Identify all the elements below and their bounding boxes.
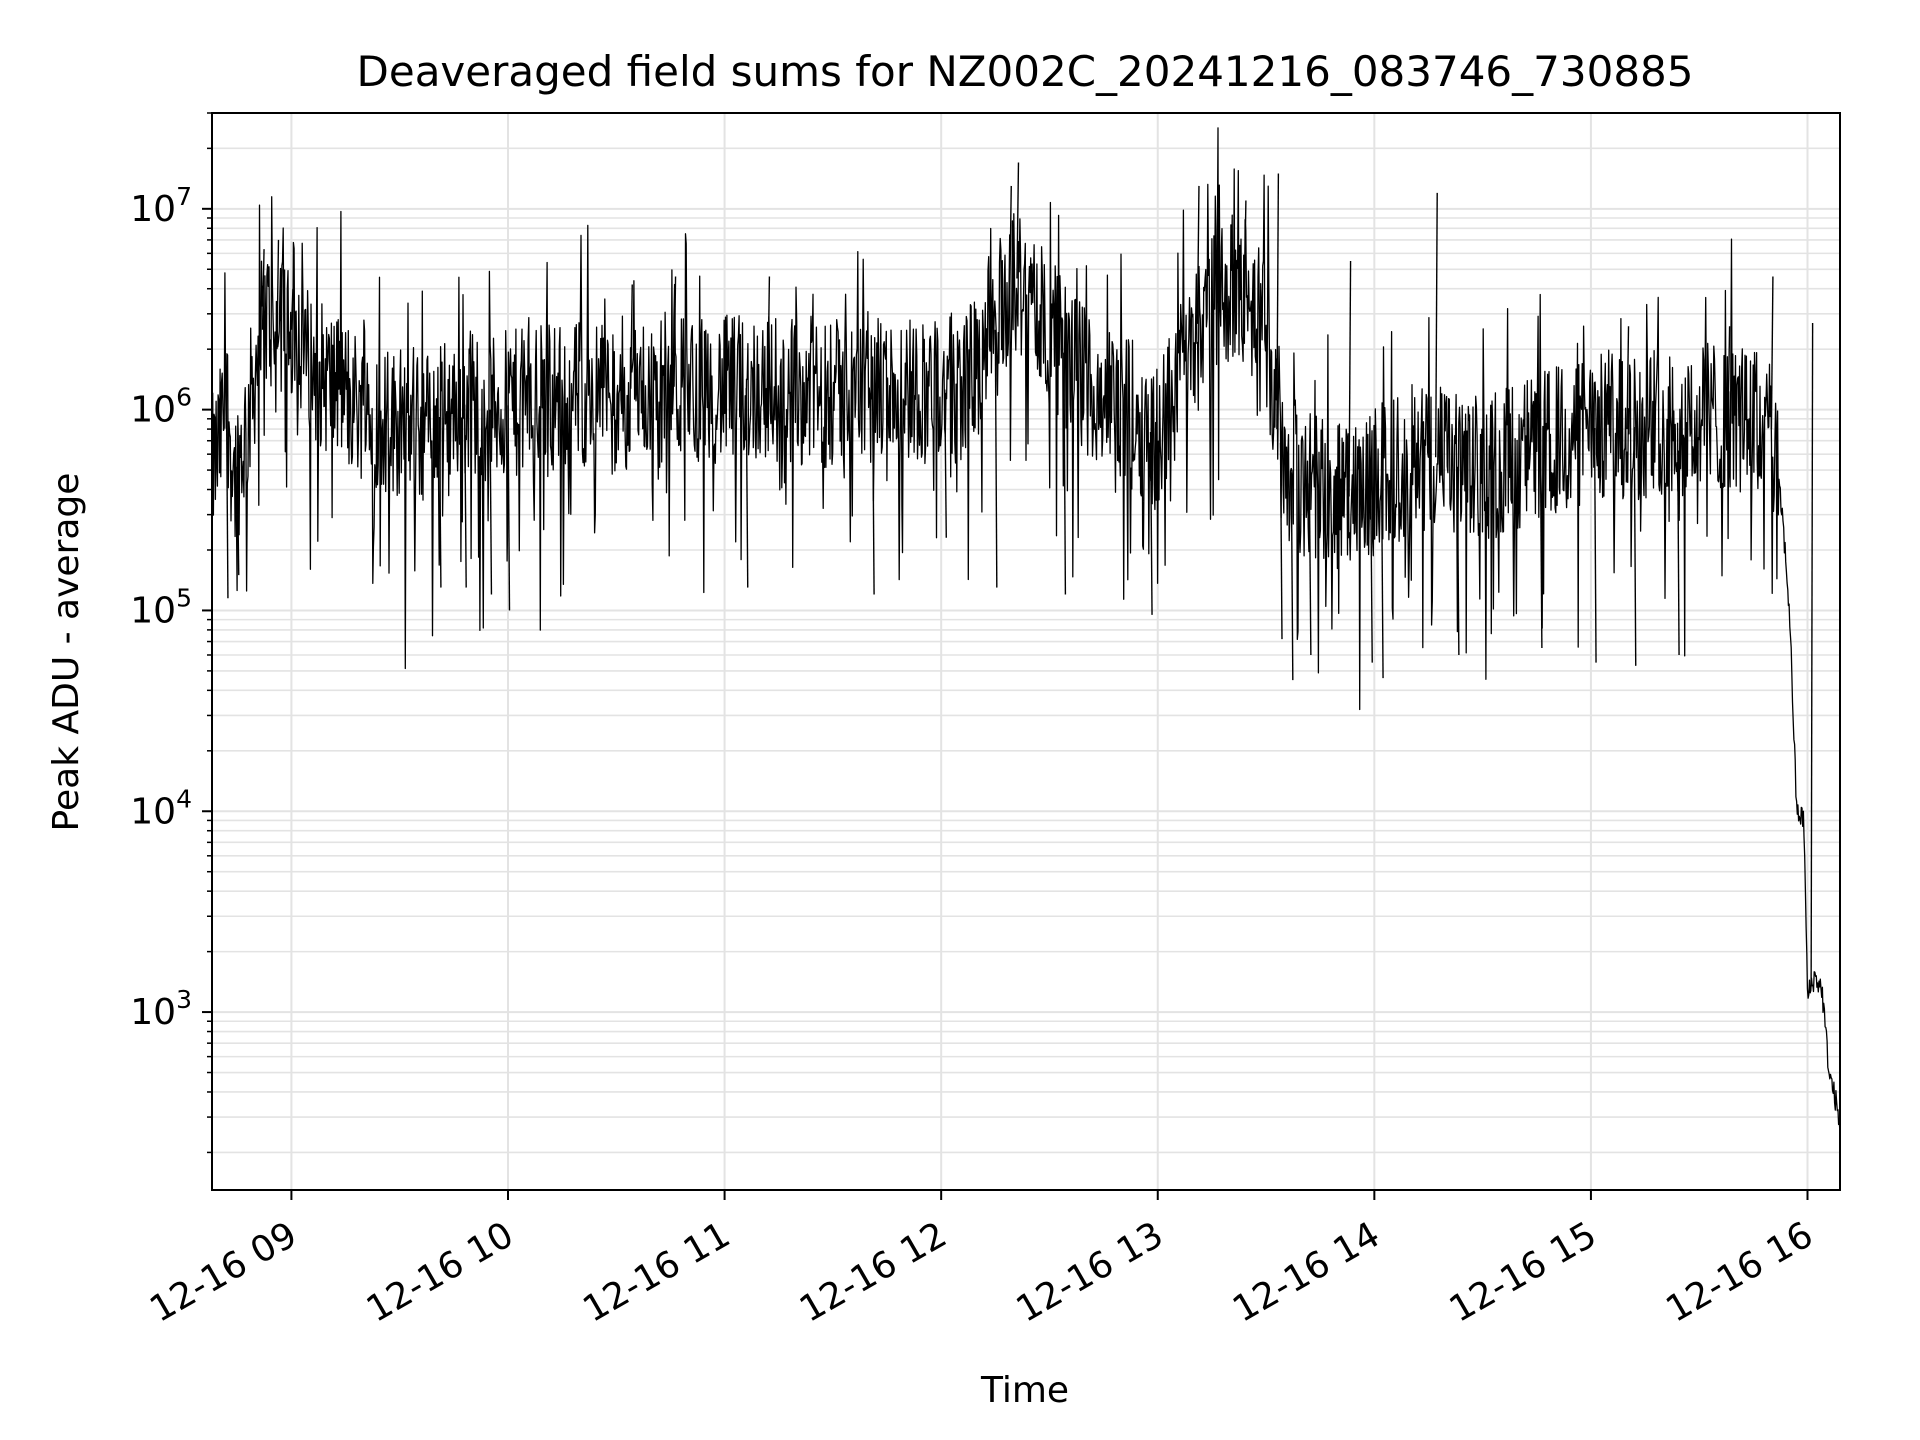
- series-excursion: [1539, 445, 1543, 649]
- series-excursion: [290, 288, 294, 330]
- x-tick-label: 12-16 14: [1226, 1214, 1387, 1330]
- series-excursion: [1676, 422, 1680, 655]
- series-excursion: [1770, 276, 1774, 430]
- y-axis-label: Peak ADU - average: [46, 473, 87, 832]
- series-excursion: [225, 393, 229, 599]
- y-tick-label: 106: [130, 383, 192, 431]
- series-excursion: [1016, 162, 1020, 279]
- series-excursion: [1279, 442, 1283, 640]
- series-excursion: [1633, 426, 1637, 666]
- series-excursion: [1063, 352, 1067, 595]
- x-tick-label: 12-16 11: [576, 1214, 737, 1330]
- series-excursion: [279, 269, 283, 322]
- x-tick-label: 12-16 16: [1659, 1214, 1820, 1330]
- y-axis: 103 104 105 106 107: [130, 112, 212, 1154]
- series-line: [211, 127, 1841, 1136]
- series-excursion: [438, 416, 442, 588]
- series-excursion: [236, 466, 240, 576]
- x-axis: 12-16 09 12-16 10 12-16 11 12-16 12 12-16 13…: [143, 1190, 1820, 1331]
- series-excursion: [1370, 483, 1373, 663]
- series-excursion: [1380, 475, 1384, 679]
- series-excursion: [1435, 192, 1438, 458]
- series-excursion: [276, 239, 280, 350]
- series-excursion: [1810, 323, 1814, 987]
- series-excursion: [994, 329, 998, 588]
- series-excursion: [1456, 466, 1460, 655]
- y-tick-label: 105: [130, 583, 192, 631]
- plot-frame: [211, 112, 1841, 1191]
- series-excursion: [1196, 185, 1200, 324]
- y-tick-label: 104: [130, 784, 192, 832]
- x-tick-label: 12-16 12: [793, 1214, 954, 1330]
- x-tick-label: 12-16 09: [143, 1214, 304, 1330]
- y-tick-label: 103: [130, 985, 192, 1033]
- series-excursion: [1276, 173, 1280, 430]
- series-path: [211, 127, 1841, 1136]
- series-excursion: [1290, 472, 1294, 681]
- series-excursion: [1593, 428, 1597, 663]
- series-excursion: [745, 388, 749, 588]
- series-excursion: [630, 284, 633, 389]
- series-excursion: [1243, 200, 1247, 299]
- y-tick-label: 107: [130, 182, 192, 230]
- series-excursion: [261, 249, 265, 330]
- series-excursion: [767, 276, 771, 388]
- series-excursion: [1149, 431, 1153, 615]
- series-excursion: [1727, 326, 1731, 417]
- series-excursion: [1009, 185, 1012, 294]
- series-excursion: [489, 409, 493, 595]
- x-tick-label: 12-16 10: [360, 1214, 521, 1330]
- series-excursion: [507, 405, 511, 611]
- series-excursion: [1348, 260, 1352, 497]
- series-excursion: [871, 393, 875, 595]
- series-excursion: [944, 389, 947, 538]
- series-excursion: [1308, 483, 1312, 655]
- series-excursion: [1626, 326, 1630, 430]
- x-tick-label: 12-16 13: [1010, 1214, 1171, 1330]
- chart-title: Deaveraged field sums for NZ002C_2024121…: [357, 47, 1694, 96]
- x-tick-label: 12-16 15: [1443, 1214, 1604, 1330]
- series-excursion: [463, 404, 467, 588]
- x-axis-label: Time: [980, 1370, 1069, 1411]
- series-excursion: [673, 276, 677, 387]
